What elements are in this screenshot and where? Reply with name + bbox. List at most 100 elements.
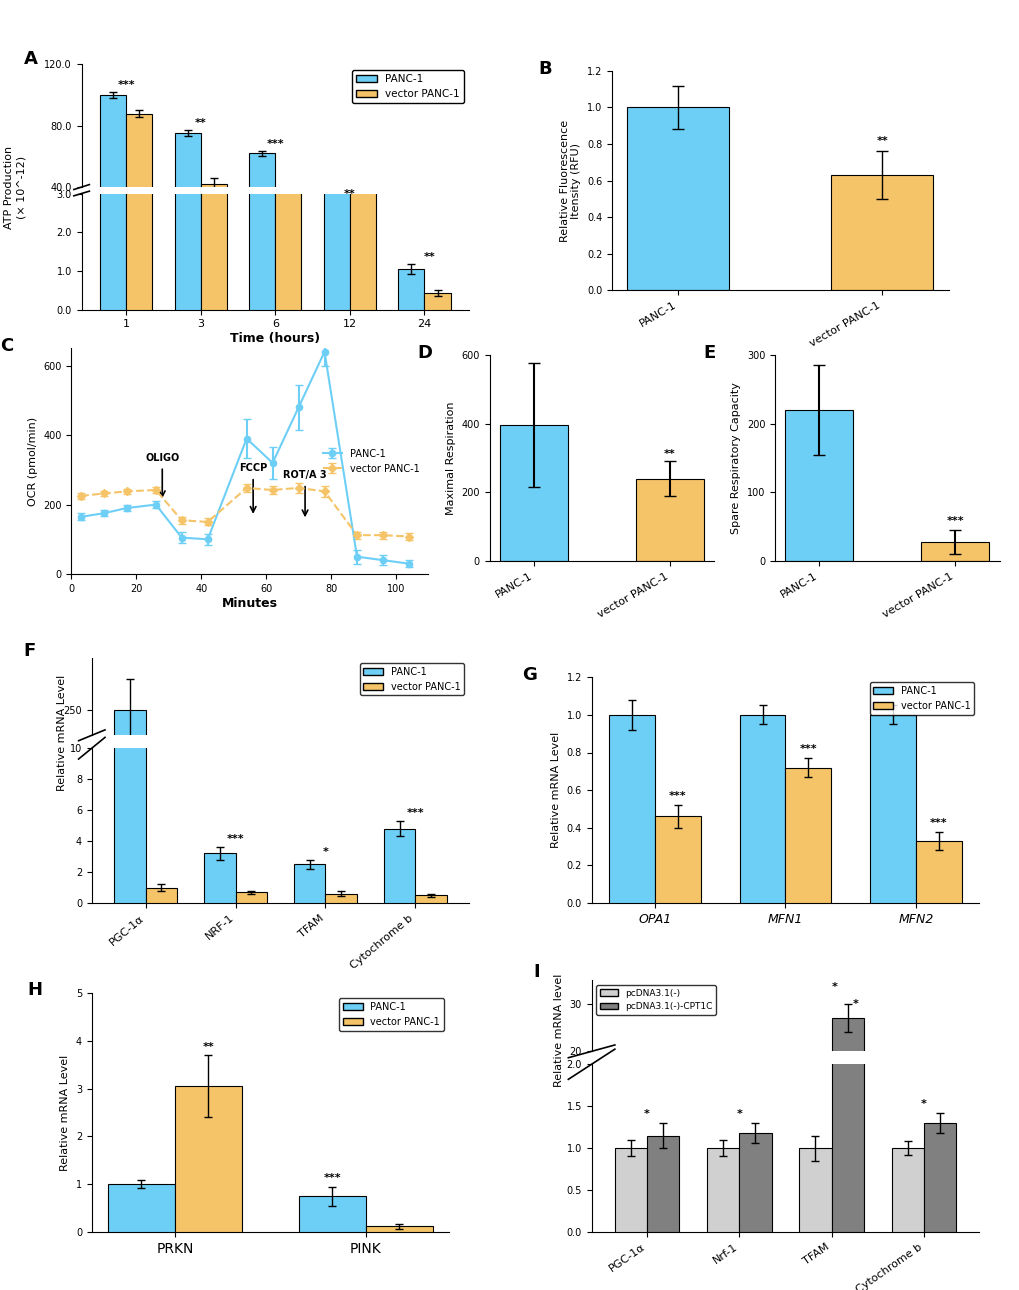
Legend: PANC-1, vector PANC-1: PANC-1, vector PANC-1 — [869, 682, 973, 715]
Legend: PANC-1, vector PANC-1: PANC-1, vector PANC-1 — [339, 998, 443, 1031]
Bar — [398, 246, 424, 248]
Bar — [923, 1140, 955, 1146]
Text: C: C — [0, 337, 13, 355]
Bar — [739, 1140, 770, 1146]
Text: ***: *** — [226, 835, 245, 844]
Bar — [891, 1142, 923, 1146]
Text: *: * — [920, 1099, 926, 1108]
Text: ***: *** — [929, 818, 947, 828]
Legend: PANC-1, vector PANC-1: PANC-1, vector PANC-1 — [352, 70, 464, 103]
Y-axis label: Relative mRNA Level: Relative mRNA Level — [550, 731, 560, 849]
Text: *: * — [643, 1108, 649, 1118]
Bar — [204, 854, 235, 903]
Text: *: * — [852, 998, 857, 1009]
Legend: pcDNA3.1(-), pcDNA3.1(-)-CPT1C: pcDNA3.1(-), pcDNA3.1(-)-CPT1C — [595, 984, 715, 1015]
Bar — [614, 1142, 646, 1146]
Y-axis label: Spare Respiratory Capacity: Spare Respiratory Capacity — [731, 382, 741, 534]
Bar — [366, 1227, 432, 1232]
Bar — [915, 841, 961, 903]
Bar — [920, 542, 988, 561]
Bar — [324, 0, 350, 310]
Bar — [275, 0, 302, 310]
Text: I: I — [533, 962, 539, 980]
Legend: PANC-1, vector PANC-1: PANC-1, vector PANC-1 — [360, 663, 464, 695]
Bar — [174, 133, 201, 248]
Y-axis label: Relative mRNA level: Relative mRNA level — [553, 974, 564, 1087]
Text: ***: *** — [946, 516, 963, 526]
Bar — [249, 154, 275, 248]
Bar — [706, 1142, 739, 1146]
Text: **: ** — [424, 252, 435, 262]
Bar — [201, 184, 227, 248]
Text: **: ** — [663, 449, 675, 459]
Bar — [608, 715, 654, 903]
Text: G: G — [522, 666, 536, 684]
Bar — [235, 893, 267, 903]
Bar — [275, 201, 302, 248]
Bar — [108, 1184, 174, 1232]
Bar — [785, 768, 830, 903]
Bar — [923, 1122, 955, 1232]
Bar — [325, 894, 357, 903]
Text: ***: *** — [407, 808, 424, 818]
Text: ***: *** — [668, 791, 686, 801]
Bar — [891, 1148, 923, 1232]
Bar — [350, 214, 376, 248]
Bar — [383, 828, 415, 903]
Text: **: ** — [343, 188, 356, 199]
Bar — [614, 1148, 646, 1232]
Bar — [424, 293, 450, 310]
Text: H: H — [28, 982, 43, 1000]
Text: ***: *** — [323, 1173, 340, 1183]
Text: **: ** — [875, 135, 888, 146]
Text: *: * — [322, 846, 328, 857]
Text: OLIGO: OLIGO — [145, 453, 179, 463]
Bar — [174, 1086, 242, 1232]
Bar — [739, 715, 785, 903]
Bar — [869, 715, 915, 903]
Bar — [299, 1196, 366, 1232]
Text: A: A — [23, 50, 38, 68]
Text: F: F — [23, 642, 36, 660]
Bar — [830, 1018, 863, 1146]
Text: ATP Production
(× 10^-12): ATP Production (× 10^-12) — [4, 146, 26, 228]
Bar — [785, 410, 853, 561]
Y-axis label: OCR (pmol/min): OCR (pmol/min) — [28, 417, 38, 506]
Text: D: D — [418, 344, 432, 362]
X-axis label: Time (hours): Time (hours) — [230, 332, 320, 346]
Bar — [114, 0, 146, 903]
Bar — [114, 710, 146, 1290]
Bar — [627, 107, 729, 290]
Text: *: * — [832, 982, 837, 992]
Y-axis label: Relative Fluorescence
Itensity (RFU): Relative Fluorescence Itensity (RFU) — [559, 120, 581, 241]
Y-axis label: Relative mRNA Level: Relative mRNA Level — [57, 675, 67, 791]
Bar — [706, 1148, 739, 1232]
Bar — [799, 1148, 830, 1232]
Text: **: ** — [202, 1041, 214, 1051]
Y-axis label: Maximal Respiration: Maximal Respiration — [445, 401, 455, 515]
Bar — [654, 817, 700, 903]
Bar — [293, 864, 325, 903]
Bar — [646, 1135, 679, 1232]
Bar — [830, 175, 932, 290]
Bar — [146, 888, 177, 903]
Bar — [635, 479, 703, 561]
Bar — [100, 0, 126, 310]
Bar — [126, 0, 152, 310]
Bar — [324, 203, 350, 248]
Legend: PANC-1, vector PANC-1: PANC-1, vector PANC-1 — [319, 445, 423, 477]
Bar — [398, 270, 424, 310]
Bar — [249, 0, 275, 310]
Text: E: E — [703, 344, 715, 362]
Bar — [646, 1140, 679, 1146]
Bar — [415, 895, 446, 903]
Bar — [126, 114, 152, 248]
X-axis label: Minutes: Minutes — [222, 596, 277, 610]
Text: ***: *** — [117, 80, 135, 90]
Text: ***: *** — [266, 139, 284, 148]
Text: *: * — [736, 1108, 742, 1118]
Bar — [830, 0, 863, 1232]
Text: **: ** — [195, 119, 207, 128]
Bar — [100, 95, 126, 248]
Bar — [201, 0, 227, 310]
